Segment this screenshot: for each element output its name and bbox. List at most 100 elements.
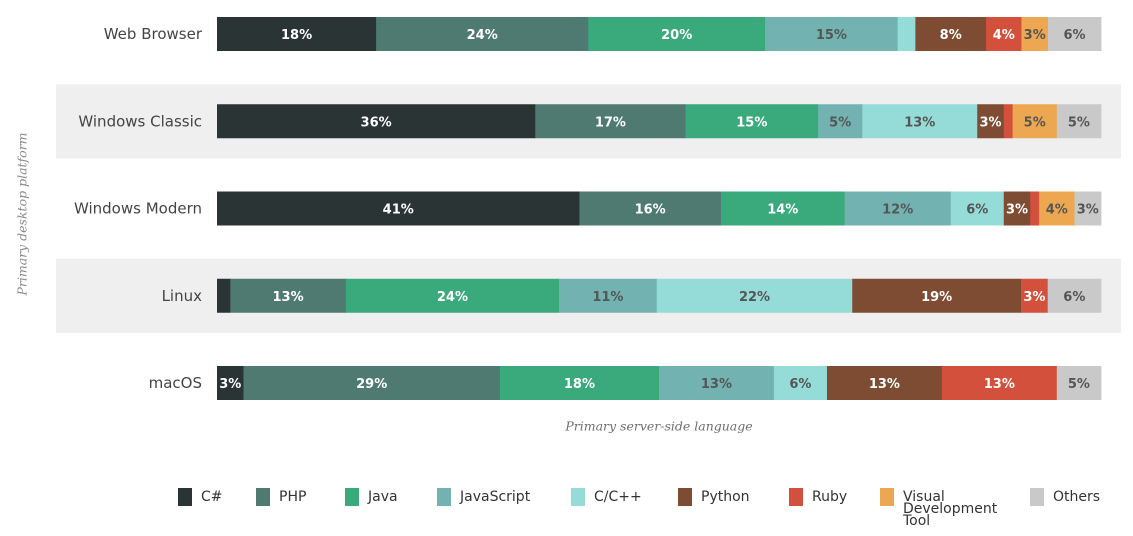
- data-label-linux-c-cpp: 22%: [739, 290, 770, 305]
- bar-segment-web-browser-ruby: [986, 17, 1022, 51]
- bar-segment-linux-javascript: [559, 278, 658, 313]
- legend-label-visual-development-tool: Visual Development Tool: [903, 489, 998, 529]
- bar-segment-windows-modern-java: [720, 191, 846, 226]
- data-label-windows-modern-php: 16%: [635, 203, 666, 218]
- data-label-linux-python: 19%: [921, 290, 952, 305]
- data-label-linux-php: 13%: [273, 290, 304, 305]
- x-axis-label: Primary server-side language: [565, 418, 753, 434]
- bar-segment-web-browser-php: [376, 17, 589, 51]
- data-label-windows-classic-csharp: 36%: [361, 115, 392, 130]
- legend-label-php: PHP: [279, 489, 307, 505]
- legend-swatch-ruby: [789, 488, 803, 506]
- category-label-web-browser: Web Browser: [104, 25, 203, 43]
- bar-segment-web-browser-others: [1047, 17, 1102, 51]
- bar-segment-windows-modern-ruby: [1030, 191, 1040, 226]
- legend-label-java: Java: [368, 489, 398, 505]
- bar-segment-windows-classic-ruby: [1003, 104, 1013, 139]
- bar-segment-windows-classic-c-cpp: [862, 104, 978, 139]
- bar-segment-windows-modern-javascript: [844, 191, 952, 226]
- data-label-windows-classic-others: 5%: [1068, 115, 1090, 130]
- data-label-macos-others: 5%: [1068, 377, 1090, 392]
- bar-segment-windows-classic-others: [1056, 104, 1102, 139]
- data-label-windows-classic-javascript: 5%: [829, 115, 851, 130]
- data-label-macos-csharp: 3%: [219, 377, 241, 392]
- bar-segment-linux-php: [230, 278, 347, 313]
- chart-plot: Web Browser 18% 24% 20% 15% 8% 4% 3% 6% Windows C…: [56, 17, 1121, 400]
- data-label-web-browser-python: 8%: [940, 28, 962, 43]
- data-label-macos-php: 29%: [356, 377, 387, 392]
- data-label-web-browser-others: 6%: [1063, 28, 1085, 43]
- bar-segment-linux-others: [1047, 278, 1102, 313]
- bar-segment-windows-modern-visual-development-tool: [1039, 191, 1075, 226]
- data-label-linux-java: 24%: [437, 290, 468, 305]
- legend-swatch-others: [1030, 488, 1044, 506]
- bar-segment-windows-modern-php: [579, 191, 722, 226]
- bar-segment-web-browser-javascript: [765, 17, 899, 51]
- legend-label-python: Python: [701, 489, 750, 505]
- data-label-windows-classic-java: 15%: [736, 115, 767, 130]
- legend-label-csharp: C#: [201, 489, 223, 505]
- bar-segment-web-browser-visual-development-tool: [1021, 17, 1049, 51]
- data-label-web-browser-visual-development-tool: 3%: [1024, 28, 1046, 43]
- data-label-windows-modern-javascript: 12%: [882, 203, 913, 218]
- data-label-linux-ruby: 3%: [1023, 290, 1045, 305]
- bar-segment-windows-classic-csharp: [217, 104, 536, 139]
- legend-label-javascript: JavaScript: [460, 489, 531, 505]
- bar-segment-windows-modern-csharp: [217, 191, 580, 226]
- data-label-macos-javascript: 13%: [701, 377, 732, 392]
- legend-swatch-javascript: [437, 488, 451, 506]
- bar-segment-macos-python: [826, 366, 943, 400]
- data-label-web-browser-php: 24%: [467, 28, 498, 43]
- data-label-web-browser-csharp: 18%: [281, 28, 312, 43]
- legend-swatch-python: [678, 488, 692, 506]
- bar-segment-windows-classic-php: [535, 104, 686, 139]
- data-label-web-browser-javascript: 15%: [816, 28, 847, 43]
- data-label-windows-modern-csharp: 41%: [383, 203, 414, 218]
- bar-segment-windows-classic-javascript: [818, 104, 863, 139]
- legend-item-others: Others: [1030, 488, 1100, 506]
- bar-segment-macos-ruby: [941, 366, 1058, 400]
- legend-item-php: PHP: [256, 488, 306, 506]
- bar-segment-linux-ruby: [1021, 278, 1049, 313]
- y-axis-label: Primary desktop platform: [14, 132, 30, 296]
- legend-swatch-visual-development-tool: [880, 488, 894, 506]
- category-label-windows-classic: Windows Classic: [78, 112, 202, 130]
- data-label-windows-modern-java: 14%: [767, 203, 798, 218]
- bar-segment-web-browser-python: [915, 17, 987, 51]
- data-label-windows-classic-php: 17%: [595, 115, 626, 130]
- legend-swatch-php: [256, 488, 270, 506]
- bar-segment-windows-classic-python: [977, 104, 1005, 139]
- legend-item-javascript: JavaScript: [437, 488, 530, 506]
- bar-segment-macos-csharp: [217, 366, 244, 400]
- legend-swatch-java: [345, 488, 359, 506]
- data-label-macos-ruby: 13%: [984, 377, 1015, 392]
- legend-label-others: Others: [1053, 489, 1101, 505]
- data-label-windows-modern-visual-development-tool: 4%: [1046, 203, 1068, 218]
- bar-segment-web-browser-java: [588, 17, 766, 51]
- legend-label-ruby: Ruby: [812, 489, 848, 505]
- data-label-macos-python: 13%: [869, 377, 900, 392]
- bar-segment-windows-modern-others: [1074, 191, 1102, 226]
- bar-segment-macos-java: [499, 366, 660, 400]
- data-label-windows-classic-visual-development-tool: 5%: [1024, 115, 1046, 130]
- data-label-windows-modern-others: 3%: [1077, 203, 1099, 218]
- data-label-windows-classic-python: 3%: [979, 115, 1001, 130]
- bar-segment-linux-c-cpp: [656, 278, 853, 313]
- bar-segment-windows-modern-python: [1003, 191, 1031, 226]
- legend-item-c-cpp: C/C++: [571, 488, 642, 506]
- data-label-windows-modern-python: 3%: [1006, 203, 1028, 218]
- legend: C# PHP Java JavaScript C/C++ Python Ruby: [0, 488, 1133, 536]
- data-label-windows-classic-c-cpp: 13%: [904, 115, 935, 130]
- legend-label-c-cpp: C/C++: [594, 489, 642, 505]
- data-label-web-browser-ruby: 4%: [993, 28, 1015, 43]
- legend-swatch-c-cpp: [571, 488, 585, 506]
- category-label-macos: macOS: [149, 374, 202, 392]
- data-label-windows-modern-c-cpp: 6%: [966, 203, 988, 218]
- bar-segment-linux-java: [345, 278, 560, 313]
- legend-item-csharp: C#: [178, 488, 223, 506]
- category-label-windows-modern: Windows Modern: [74, 200, 202, 218]
- bar-segment-windows-modern-c-cpp: [950, 191, 1005, 226]
- bar-segment-macos-php: [243, 366, 501, 400]
- bar-segment-macos-others: [1056, 366, 1102, 400]
